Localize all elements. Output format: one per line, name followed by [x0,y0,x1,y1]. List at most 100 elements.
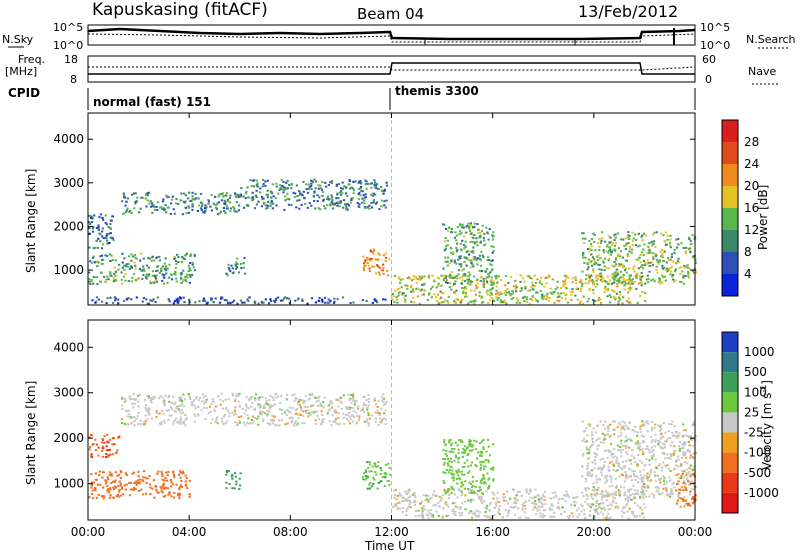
heatmap-cell [255,196,258,199]
heatmap-cell [491,298,495,301]
heatmap-cell [658,277,661,280]
heatmap-cell [620,439,623,442]
heatmap-cell [377,399,380,402]
heatmap-cell [652,449,655,452]
heatmap-cell [470,259,473,262]
heatmap-cell [404,298,407,301]
heatmap-cell [470,283,473,286]
heatmap-cell [292,424,295,427]
heatmap-cell [123,275,126,278]
heatmap-cell [133,416,136,418]
heatmap-cell [471,226,475,229]
heatmap-cell [138,393,141,396]
heatmap-cell [243,412,246,415]
heatmap-cell [461,502,464,505]
heatmap-cell [378,253,381,256]
heatmap-cell [607,468,610,471]
power-color-swatch [722,252,738,274]
heatmap-cell [173,300,176,303]
heatmap-cell [191,401,194,403]
heatmap-cell [594,249,597,252]
heatmap-cell [238,421,241,424]
heatmap-cell [359,194,362,197]
heatmap-cell [509,506,512,508]
x-tick-label: 00:00 [678,525,713,539]
heatmap-cell [460,493,463,496]
heatmap-cell [181,256,184,259]
heatmap-cell [483,468,486,471]
heatmap-cell [692,421,695,424]
heatmap-cell [130,211,133,214]
heatmap-cell [312,195,316,198]
heatmap-cell [491,259,494,262]
heatmap-cell [141,277,144,280]
heatmap-cell [637,282,641,285]
heatmap-cell [271,419,274,422]
heatmap-cell [191,262,194,264]
heatmap-cell [635,258,638,261]
heatmap-cell [484,482,487,485]
heatmap-cell [109,272,112,275]
heatmap-cell [610,251,613,254]
heatmap-cell [114,259,117,262]
heatmap-cell [598,506,601,509]
heatmap-cell [608,493,611,496]
heatmap-cell [447,301,450,304]
heatmap-cell [121,282,124,285]
heatmap-cell [648,451,651,454]
heatmap-cell [601,474,604,477]
heatmap-cell [533,506,536,509]
heatmap-cell [458,277,462,280]
heatmap-cell [588,515,591,518]
heatmap-cell [589,503,593,506]
heatmap-cell [416,278,419,281]
heatmap-cell [630,488,633,491]
heatmap-cell [165,409,169,412]
heatmap-cell [277,296,280,299]
heatmap-cell [677,483,680,485]
heatmap-cell [628,278,631,281]
heatmap-cell [613,265,616,268]
heatmap-cell [172,422,175,425]
heatmap-cell [288,183,291,186]
heatmap-cell [120,486,124,489]
heatmap-cell [476,493,479,496]
heatmap-cell [480,454,484,457]
heatmap-cell [471,445,474,448]
heatmap-cell [377,271,380,274]
heatmap-cell [618,263,621,266]
heatmap-cell [483,481,486,483]
heatmap-cell [122,212,125,215]
heatmap-cell [440,284,443,287]
heatmap-cell [648,480,652,483]
heatmap-cell [224,422,227,425]
heatmap-cell [455,239,458,242]
heatmap-cell [525,296,528,299]
heatmap-cell [180,192,183,195]
heatmap-cell [227,267,230,270]
heatmap-cell [262,183,265,186]
heatmap-cell [133,419,136,422]
heatmap-cell [335,202,338,204]
heatmap-cell [239,484,242,487]
heatmap-cell [577,507,580,510]
heatmap-cell [631,512,634,515]
heatmap-cell [335,422,338,425]
heatmap-cell [668,244,671,247]
velocity-color-swatch [722,372,738,393]
heatmap-cell [169,485,173,488]
heatmap-cell [430,515,433,518]
heatmap-cell [393,504,396,507]
heatmap-cell [630,498,633,501]
heatmap-cell [466,295,469,298]
heatmap-cell [271,418,274,421]
heatmap-cell [649,469,652,472]
heatmap-cell [635,515,638,518]
heatmap-cell [375,187,378,190]
heatmap-cell [612,464,616,467]
heatmap-cell [105,482,108,485]
heatmap-cell [126,207,129,210]
heatmap-cell [554,491,557,494]
heatmap-cell [479,454,482,457]
heatmap-cell [484,277,488,280]
